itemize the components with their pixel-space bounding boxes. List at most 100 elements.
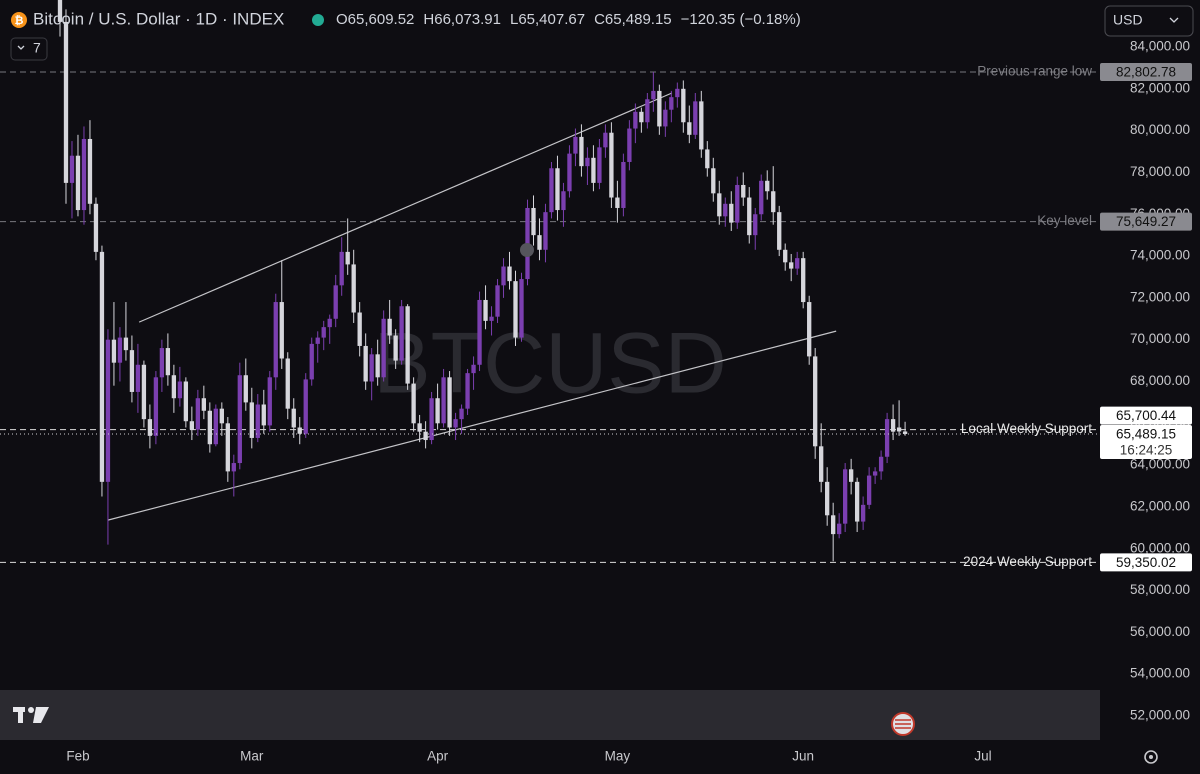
candle-body xyxy=(501,266,506,286)
candle-body xyxy=(129,350,135,392)
candle-body xyxy=(225,423,230,472)
candle-body xyxy=(837,523,842,535)
candle-body xyxy=(267,377,272,426)
candle-body xyxy=(609,132,614,198)
candle-body xyxy=(699,101,704,150)
ohlc-value: 66,073.91 xyxy=(434,11,501,28)
candle-body xyxy=(405,306,410,384)
ohlc-value: 65,489.15 xyxy=(605,11,672,28)
candle-body xyxy=(579,136,584,167)
candle-body xyxy=(657,90,662,127)
candle-body xyxy=(729,203,734,223)
candle-body xyxy=(573,136,578,154)
indicator-count: 7 xyxy=(33,40,41,56)
indicator-toggle[interactable] xyxy=(10,37,48,61)
candle-body xyxy=(87,138,93,204)
ohlc-key: C xyxy=(594,11,605,28)
candle-body xyxy=(231,463,236,472)
ohlc-value: 65,407.67 xyxy=(518,11,585,28)
candle-body xyxy=(687,122,692,135)
ohlc-item: L65,407.67 xyxy=(510,11,585,28)
candle-body xyxy=(621,161,626,208)
candle-body xyxy=(105,339,111,482)
candle-body xyxy=(261,404,266,426)
candle-body xyxy=(789,262,794,269)
level-price-label: 75,649.27 xyxy=(1116,214,1176,229)
candle-body xyxy=(878,456,884,472)
candle-body xyxy=(429,398,434,441)
candle-body xyxy=(213,408,218,445)
candle-body xyxy=(171,375,177,399)
candle-body xyxy=(321,327,326,338)
settings-core xyxy=(1149,755,1153,759)
candle-body xyxy=(207,410,212,445)
candle-body xyxy=(627,128,632,162)
candle-body xyxy=(351,264,356,313)
ohlc-item: C65,489.15 xyxy=(594,11,672,28)
candle-body xyxy=(285,358,290,409)
x-tick-label: Feb xyxy=(66,749,89,764)
candle-body xyxy=(807,302,812,357)
candle-body xyxy=(117,337,123,363)
ohlc-key: O xyxy=(336,11,348,28)
y-tick-label: 64,000.00 xyxy=(1130,457,1190,472)
candle-body xyxy=(147,419,153,436)
candle-body xyxy=(741,184,746,198)
candle-body xyxy=(297,427,302,434)
candle-body xyxy=(507,266,512,282)
level-name: Previous range low xyxy=(977,64,1092,79)
candle-body xyxy=(471,364,476,374)
currency-select[interactable] xyxy=(1104,5,1194,37)
candle-body xyxy=(884,419,890,457)
candle-body xyxy=(339,251,344,286)
candle-body xyxy=(381,318,386,378)
candle-body xyxy=(447,377,452,428)
candle-body xyxy=(675,88,680,98)
candle-body xyxy=(393,335,398,361)
candle-body xyxy=(387,318,392,336)
y-tick-label: 56,000.00 xyxy=(1130,624,1190,639)
watermark: BTCUSD xyxy=(373,316,727,412)
y-tick-label: 84,000.00 xyxy=(1130,39,1190,54)
candle-body xyxy=(459,408,464,420)
candle-body xyxy=(81,138,87,211)
level-name: Key level xyxy=(1037,213,1092,228)
candle-body xyxy=(669,97,674,110)
level-price-label: 82,802.78 xyxy=(1116,65,1176,80)
candle-body xyxy=(57,0,63,22)
candle-body xyxy=(896,427,902,432)
events-strip xyxy=(0,690,1100,740)
candle-body xyxy=(723,203,728,217)
x-tick-label: May xyxy=(605,749,631,764)
y-tick-label: 80,000.00 xyxy=(1130,122,1190,137)
plot-area xyxy=(0,0,1100,563)
candle-body xyxy=(842,469,848,524)
chevron xyxy=(17,45,25,50)
candle-body xyxy=(309,343,314,380)
ohlc-item: H66,073.91 xyxy=(423,11,501,28)
y-tick-label: 70,000.00 xyxy=(1130,331,1190,346)
candle-body xyxy=(765,180,770,192)
candle-body xyxy=(813,356,818,447)
candle-body xyxy=(567,153,572,192)
candle-body xyxy=(483,299,488,321)
candle-body xyxy=(519,279,524,338)
y-tick-label: 62,000.00 xyxy=(1130,498,1190,513)
candle-body xyxy=(375,354,380,378)
candle-body xyxy=(633,111,638,129)
candle-body xyxy=(369,354,374,382)
y-tick-label: 82,000.00 xyxy=(1130,80,1190,95)
market-status xyxy=(312,14,324,26)
level-price-box xyxy=(1100,553,1192,572)
candle-body xyxy=(177,381,183,399)
settings-icon[interactable] xyxy=(1144,750,1158,764)
level-name: 2024 Weekly Support xyxy=(963,554,1092,569)
candle-body xyxy=(735,184,740,223)
trendline xyxy=(107,330,837,521)
ohlc-item: O65,609.52 xyxy=(336,11,414,28)
candle-body xyxy=(219,408,224,424)
ohlc-key: H xyxy=(423,11,434,28)
candle-body xyxy=(327,318,332,328)
candle-body xyxy=(531,207,536,236)
